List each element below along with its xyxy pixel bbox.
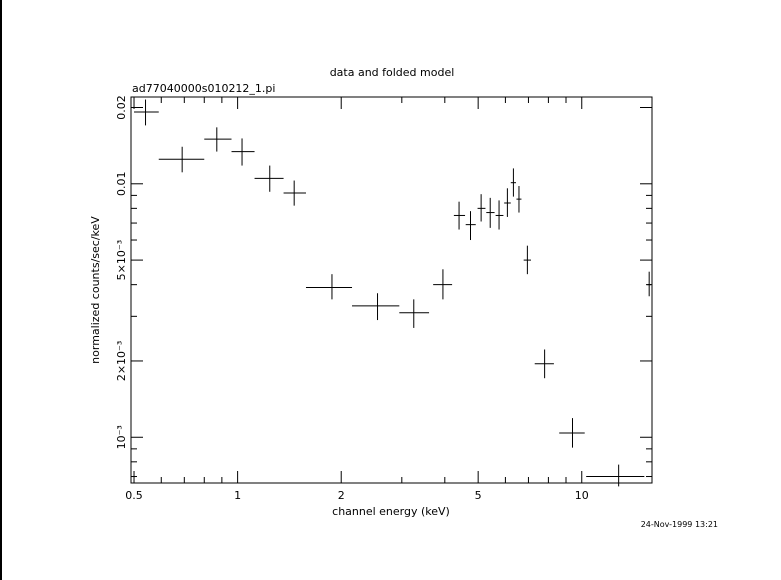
data-point xyxy=(254,165,284,192)
data-point xyxy=(134,99,159,126)
x-tick-label: 1 xyxy=(234,489,241,502)
x-axis-label: channel energy (keV) xyxy=(332,505,450,518)
x-tick-label: 2 xyxy=(338,489,345,502)
left-edge-bar xyxy=(0,0,2,580)
y-tick-label: 0.01 xyxy=(115,172,128,197)
data-point xyxy=(586,464,645,487)
data-point xyxy=(231,138,255,166)
x-tick-label: 5 xyxy=(475,489,482,502)
axis-ticks xyxy=(131,97,652,483)
data-point xyxy=(559,418,585,448)
axis-tick-labels: 0.5 1 2 5 10 10⁻³ 2×10⁻³ 5×10⁻³ 0.01 0.02 xyxy=(115,95,589,502)
data-point xyxy=(504,188,511,217)
data-point xyxy=(486,197,495,228)
y-tick-label: 10⁻³ xyxy=(115,425,128,449)
data-point xyxy=(204,127,232,152)
data-point xyxy=(523,245,531,275)
x-tick-label: 0.5 xyxy=(125,489,143,502)
data-point xyxy=(647,271,652,297)
chart-subtitle: ad77040000s010212_1.pi xyxy=(132,82,275,95)
data-point xyxy=(283,180,306,206)
data-point xyxy=(495,200,504,230)
data-point xyxy=(453,201,466,230)
plot-frame xyxy=(130,96,653,484)
y-axis-label: normalized counts/sec/keV xyxy=(89,216,102,364)
x-tick-label: 10 xyxy=(575,489,589,502)
data-point xyxy=(352,293,400,321)
y-tick-label: 0.02 xyxy=(115,95,128,120)
data-point xyxy=(534,349,554,379)
chart-title: data and folded model xyxy=(330,66,455,79)
data-point xyxy=(465,211,476,241)
y-tick-label: 2×10⁻³ xyxy=(115,341,128,381)
data-point xyxy=(510,168,516,197)
data-point xyxy=(516,186,522,213)
data-point xyxy=(433,269,453,300)
plot-timestamp: 24-Nov-1999 13:21 xyxy=(641,520,718,529)
data-point xyxy=(158,146,205,173)
data-point xyxy=(477,194,486,222)
data-points xyxy=(134,99,652,487)
y-tick-label: 5×10⁻³ xyxy=(115,240,128,280)
data-point xyxy=(399,299,430,328)
data-point xyxy=(305,274,353,300)
